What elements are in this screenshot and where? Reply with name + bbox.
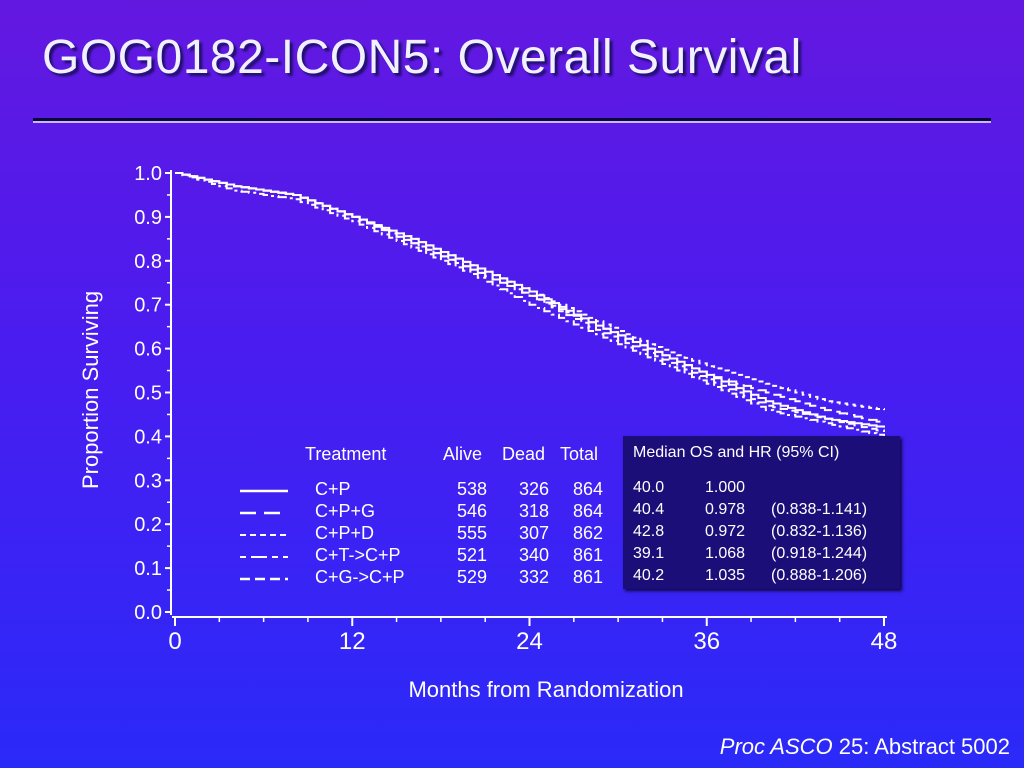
- row-alive: 538: [457, 479, 488, 499]
- hr-row: 39.1 1.068 (0.918-1.244): [633, 545, 898, 567]
- y-tick-label: 1.0: [134, 163, 162, 185]
- row-dead: 326: [519, 479, 550, 499]
- table-header-alive: Alive: [443, 444, 483, 464]
- hr-value: 0.978: [705, 501, 746, 518]
- survival-curve: [175, 172, 885, 432]
- survival-curve: [175, 172, 885, 411]
- row-arm: C+T->C+P: [315, 545, 401, 565]
- hr-median: 40.4: [633, 501, 665, 518]
- hr-median: 42.8: [633, 523, 665, 540]
- x-tick-label: 48: [871, 628, 898, 655]
- citation-detail: 25: Abstract 5002: [832, 734, 1010, 759]
- hr-ci: (0.888-1.206): [771, 567, 868, 584]
- citation-journal: Proc ASCO: [719, 734, 833, 759]
- y-tick-label: 0.1: [134, 558, 162, 580]
- legend-line-icon: [240, 534, 288, 536]
- row-alive: 521: [457, 545, 488, 565]
- hr-value: 0.972: [705, 523, 746, 540]
- row-total: 864: [573, 501, 604, 521]
- row-total: 861: [573, 545, 604, 565]
- legend-line-icon: [240, 577, 288, 581]
- hr-box-title: Median OS and HR (95% CI): [633, 444, 840, 461]
- survival-curve: [175, 172, 885, 428]
- y-tick-label: 0.5: [134, 383, 162, 405]
- hr-value: 1.068: [705, 545, 746, 562]
- row-alive: 555: [457, 523, 488, 543]
- y-tick-label: 0.4: [134, 426, 162, 448]
- table-header-treatment: Treatment: [305, 444, 387, 464]
- row-arm: C+P+D: [315, 523, 375, 543]
- legend-line-icon: [240, 489, 288, 493]
- hr-median: 40.0: [633, 479, 665, 496]
- hr-row: 42.8 0.972 (0.832-1.136): [633, 523, 898, 545]
- x-tick-label: 36: [693, 628, 720, 655]
- slide-title: GOG0182-ICON5: Overall Survival: [42, 31, 802, 84]
- median-hr-box: Median OS and HR (95% CI) 40.0 1.000 40.…: [623, 436, 900, 589]
- x-tick-label: 12: [339, 628, 366, 655]
- row-total: 862: [573, 523, 604, 543]
- x-axis-title: Months from Randomization: [408, 677, 683, 702]
- hr-median: 39.1: [633, 545, 665, 562]
- row-dead: 307: [519, 523, 550, 543]
- legend-line-icon: [240, 511, 288, 515]
- hr-ci: (0.918-1.244): [771, 545, 868, 562]
- y-tick-label: 0.0: [134, 602, 162, 624]
- row-arm: C+P+G: [315, 501, 376, 521]
- hr-value: 1.000: [705, 479, 746, 496]
- y-tick-label: 0.7: [134, 295, 162, 317]
- legend-line-icon: [240, 556, 288, 558]
- row-arm: C+P: [315, 479, 351, 499]
- y-tick-label: 0.8: [134, 251, 162, 273]
- x-tick-label: 0: [168, 628, 181, 655]
- row-total: 864: [573, 479, 604, 499]
- y-tick-label: 0.6: [134, 339, 162, 361]
- row-arm: C+G->C+P: [315, 567, 405, 587]
- survival-curve: [175, 172, 885, 437]
- title-divider: [33, 118, 991, 121]
- row-alive: 529: [457, 567, 488, 587]
- y-tick-label: 0.2: [134, 514, 162, 536]
- row-total: 861: [573, 567, 604, 587]
- hr-row: 40.4 0.978 (0.838-1.141): [633, 501, 898, 523]
- hr-row: 40.2 1.035 (0.888-1.206): [633, 567, 898, 589]
- row-dead: 340: [519, 545, 550, 565]
- hr-value: 1.035: [705, 567, 746, 584]
- hr-median: 40.2: [633, 567, 665, 584]
- y-tick-label: 0.3: [134, 470, 162, 492]
- x-tick-label: 24: [516, 628, 543, 655]
- row-alive: 546: [457, 501, 488, 521]
- hr-ci: (0.838-1.141): [771, 501, 868, 518]
- survival-curve: [175, 172, 885, 424]
- hr-row: 40.0 1.000: [633, 479, 898, 501]
- y-tick-label: 0.9: [134, 207, 162, 229]
- table-header-total: Total: [560, 444, 599, 464]
- hr-ci: (0.832-1.136): [771, 523, 868, 540]
- y-axis-title: Proportion Surviving: [78, 291, 103, 489]
- row-dead: 332: [519, 567, 550, 587]
- citation: Proc ASCO 25: Abstract 5002: [720, 734, 1010, 760]
- row-dead: 318: [519, 501, 550, 521]
- table-header-dead: Dead: [502, 444, 546, 464]
